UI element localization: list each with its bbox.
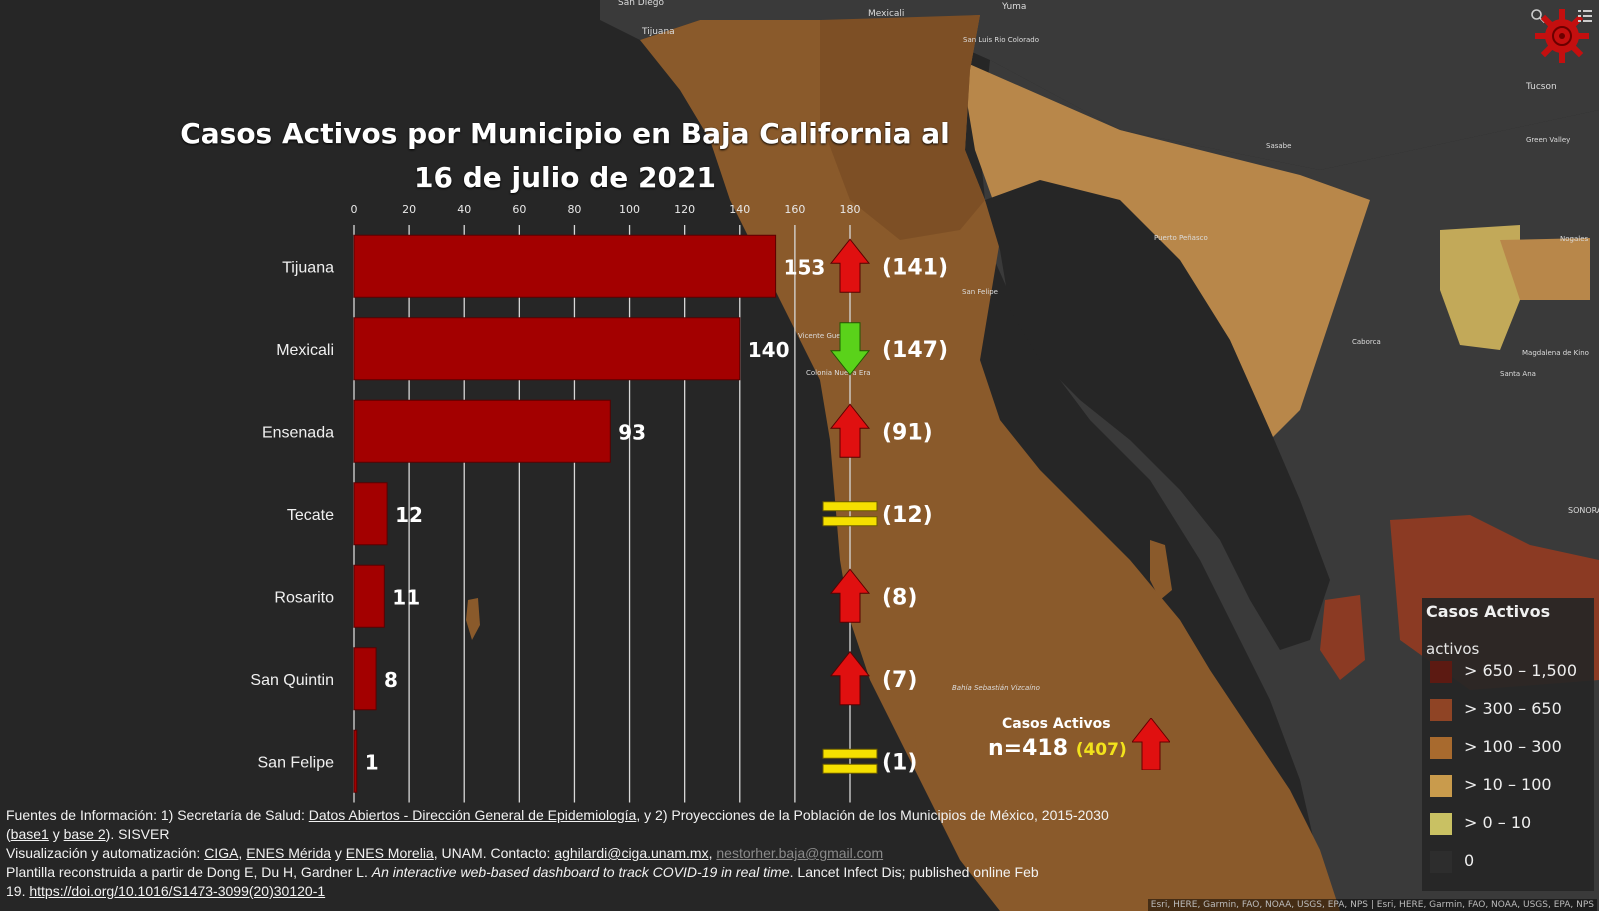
footer-link-datos-abiertos[interactable]: Datos Abiertos - Dirección General de Ep… bbox=[308, 807, 637, 823]
map-label: Caborca bbox=[1352, 338, 1381, 346]
legend-item: > 100 – 300 bbox=[1430, 734, 1595, 762]
legend-swatch bbox=[1430, 699, 1452, 721]
footer-link-base2[interactable]: base 2 bbox=[63, 826, 106, 842]
footer-link-ciga[interactable]: CIGA bbox=[204, 845, 239, 861]
footer-line-2: (base1 y base 2). SISVER bbox=[6, 825, 1246, 844]
legend-item: > 650 – 1,500 bbox=[1430, 658, 1595, 686]
map-label: Yuma bbox=[1001, 2, 1026, 12]
legend-label: > 300 – 650 bbox=[1464, 699, 1562, 718]
total-value: n=418 bbox=[988, 736, 1069, 761]
legend-panel[interactable]: Casos Activos activos > 650 – 1,500 > 30… bbox=[1422, 598, 1594, 891]
legend-label: > 0 – 10 bbox=[1464, 813, 1532, 832]
us-land bbox=[600, 0, 1599, 170]
map-label: Mexicali bbox=[868, 9, 904, 19]
title-line-2: 16 de julio de 2021 bbox=[414, 161, 716, 194]
sonora-tan-east bbox=[1500, 238, 1590, 300]
footer-text: ( bbox=[6, 826, 11, 842]
footer-text: , bbox=[238, 845, 247, 861]
footer-text: y bbox=[331, 845, 346, 861]
legend-title: Casos Activos bbox=[1426, 602, 1551, 621]
footer-text: ). SISVER bbox=[105, 826, 170, 842]
footer-line-1: Fuentes de Información: 1) Secretaría de… bbox=[6, 806, 1246, 825]
legend-label: > 10 – 100 bbox=[1464, 775, 1552, 794]
map-label: Colonia Nueva Era bbox=[806, 369, 871, 377]
footer-text: , UNAM. Contacto: bbox=[433, 845, 555, 861]
footer-sources: Fuentes de Información: 1) Secretaría de… bbox=[6, 806, 1246, 901]
footer-text: . Lancet Infect Dis; published online Fe… bbox=[789, 864, 1039, 880]
footer-text: , bbox=[708, 845, 717, 861]
footer-link-email-1[interactable]: aghilardi@ciga.unam.mx bbox=[554, 845, 709, 861]
map-label: Bahía Sebastián Vizcaíno bbox=[952, 684, 1040, 692]
sonora-red-small bbox=[1320, 595, 1365, 680]
footer-link-enes-merida[interactable]: ENES Mérida bbox=[246, 845, 332, 861]
footer-text: Plantilla reconstruida a partir de Dong … bbox=[6, 864, 372, 880]
island-2 bbox=[1150, 540, 1172, 600]
legend-item: > 10 – 100 bbox=[1430, 772, 1595, 800]
footer-link-enes-morelia[interactable]: ENES Morelia bbox=[345, 845, 434, 861]
legend-subtitle: activos bbox=[1426, 640, 1480, 658]
legend-label: > 650 – 1,500 bbox=[1464, 661, 1578, 680]
legend-swatch bbox=[1430, 775, 1452, 797]
total-value-line: n=418 (407) bbox=[988, 736, 1127, 761]
legend-label: > 100 – 300 bbox=[1464, 737, 1562, 756]
map-label: Sasabe bbox=[1266, 142, 1291, 150]
footer-text: Visualización y automatización: bbox=[6, 845, 205, 861]
footer-text: y bbox=[48, 826, 64, 842]
footer-article-title: An interactive web-based dashboard to tr… bbox=[371, 864, 790, 880]
gulf-of-california bbox=[985, 180, 1330, 650]
footer-link-email-2[interactable]: nestorher.baja@gmail.com bbox=[716, 845, 884, 861]
map-label: Green Valley bbox=[1526, 136, 1570, 144]
map-label: Nogales bbox=[1560, 235, 1589, 243]
footer-line-5: 19. https://doi.org/10.1016/S1473-3099(2… bbox=[6, 882, 1246, 901]
island-3 bbox=[915, 730, 930, 770]
legend-swatch bbox=[1430, 661, 1452, 683]
footer-text: 19. bbox=[6, 883, 30, 899]
map-label: San Luis Rio Colorado bbox=[963, 36, 1039, 44]
map-label: SONORA bbox=[1568, 506, 1599, 515]
legend-swatch bbox=[1430, 851, 1452, 873]
footer-line-3: Visualización y automatización: CIGA, EN… bbox=[6, 844, 1246, 863]
island bbox=[466, 598, 480, 640]
footer-link-doi[interactable]: https://doi.org/10.1016/S1473-3099(20)30… bbox=[29, 883, 326, 899]
map-label: Tijuana bbox=[641, 27, 675, 37]
baja-dark-region bbox=[820, 15, 985, 240]
legend-swatch bbox=[1430, 737, 1452, 759]
legend-item: > 300 – 650 bbox=[1430, 696, 1595, 724]
baja-california-land bbox=[640, 15, 1340, 911]
map-label: Tucson bbox=[1525, 82, 1557, 92]
footer-link-base1[interactable]: base1 bbox=[10, 826, 49, 842]
footer-text: , y 2) Proyecciones de la Población de l… bbox=[636, 807, 1109, 823]
legend-item: 0 bbox=[1430, 848, 1595, 876]
map-label: Puerto Peñasco bbox=[1154, 234, 1208, 242]
map-label: Santa Ana bbox=[1500, 370, 1536, 378]
legend-item: > 0 – 10 bbox=[1430, 810, 1595, 838]
logo-icon bbox=[1535, 9, 1589, 63]
legend-swatch bbox=[1430, 813, 1452, 835]
map-label: Magdalena de Kino bbox=[1522, 349, 1589, 357]
total-label: Casos Activos bbox=[1002, 716, 1111, 732]
footer-text: Fuentes de Información: 1) Secretaría de… bbox=[6, 807, 309, 823]
title-line-1: Casos Activos por Municipio en Baja Cali… bbox=[180, 117, 950, 150]
map-label: San Diego bbox=[618, 0, 664, 8]
chart-title: Casos Activos por Municipio en Baja Cali… bbox=[150, 112, 980, 200]
legend-label: 0 bbox=[1464, 851, 1475, 870]
sonora-yellow-region bbox=[1440, 225, 1520, 350]
menu-icon[interactable] bbox=[1578, 8, 1592, 24]
footer-line-4: Plantilla reconstruida a partir de Dong … bbox=[6, 863, 1246, 882]
map-label: Vicente Guerrero bbox=[798, 332, 857, 340]
total-trend-up-icon bbox=[1132, 718, 1170, 770]
total-previous: (407) bbox=[1075, 740, 1127, 760]
map-attribution: Esri, HERE, Garmin, FAO, NOAA, USGS, EPA… bbox=[1147, 899, 1597, 911]
map-label: San Felipe bbox=[962, 288, 998, 296]
